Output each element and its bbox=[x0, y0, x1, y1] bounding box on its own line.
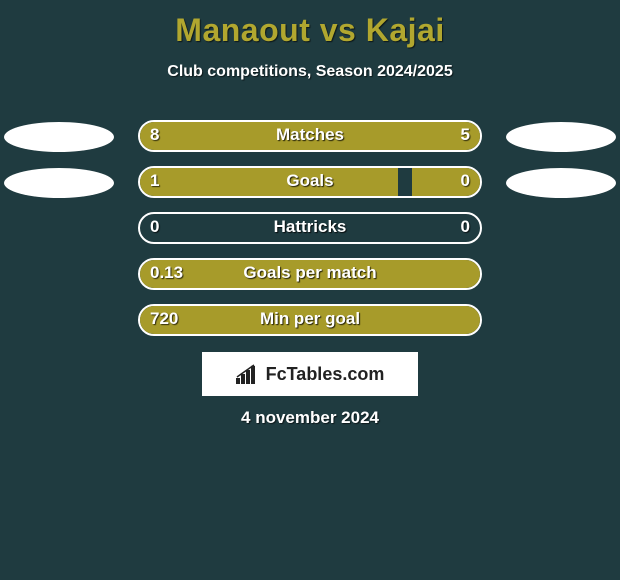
subtitle: Club competitions, Season 2024/2025 bbox=[0, 63, 620, 81]
stat-value-left: 0 bbox=[150, 217, 159, 237]
stat-label: Min per goal bbox=[0, 309, 620, 329]
bar-chart-icon bbox=[236, 364, 260, 384]
stat-value-right: 5 bbox=[461, 125, 470, 145]
logo-link[interactable]: FcTables.com bbox=[236, 364, 385, 385]
stat-label: Goals bbox=[0, 171, 620, 191]
stat-row: Min per goal720 bbox=[0, 300, 620, 346]
stat-value-right: 0 bbox=[461, 217, 470, 237]
stat-label: Hattricks bbox=[0, 217, 620, 237]
stat-value-left: 720 bbox=[150, 309, 178, 329]
stat-label: Matches bbox=[0, 125, 620, 145]
stat-row: Goals per match0.13 bbox=[0, 254, 620, 300]
stat-value-left: 1 bbox=[150, 171, 159, 191]
stat-value-right: 0 bbox=[461, 171, 470, 191]
stat-label: Goals per match bbox=[0, 263, 620, 283]
page-title: Manaout vs Kajai bbox=[0, 0, 620, 49]
stat-row: Goals1 0 bbox=[0, 162, 620, 208]
stat-value-left: 8 bbox=[150, 125, 159, 145]
stat-row: Hattricks0 0 bbox=[0, 208, 620, 254]
stats-area: Matches85Goals10Hattricks00Goals per mat… bbox=[0, 116, 620, 346]
stat-value-left: 0.13 bbox=[150, 263, 183, 283]
logo-box[interactable]: FcTables.com bbox=[202, 352, 418, 396]
date-label: 4 november 2024 bbox=[0, 408, 620, 428]
logo-text: FcTables.com bbox=[266, 364, 385, 385]
stat-row: Matches8 5 bbox=[0, 116, 620, 162]
